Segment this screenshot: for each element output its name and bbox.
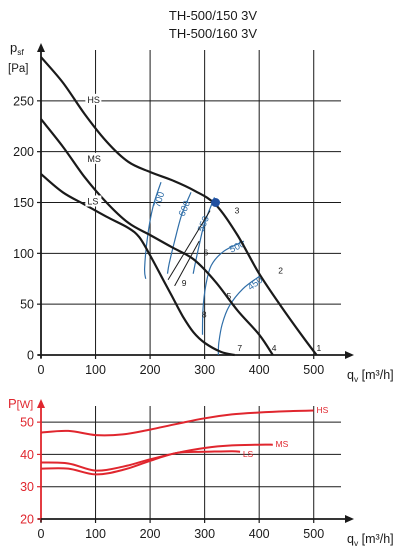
- pressure-x-axis-label-main: q: [347, 368, 354, 382]
- pressure-x-axis-label: qv [m³/h]: [347, 368, 394, 384]
- power-y-axis-label-main: P: [8, 396, 17, 411]
- pressure-curve-LS: [40, 173, 235, 357]
- system-line-2: [174, 240, 200, 287]
- pressure-x-axis-label-unit: [m³/h]: [358, 368, 393, 382]
- power-x-tick-label-500: 500: [303, 527, 324, 541]
- pressure-curve-label-bg-MS: [85, 152, 102, 164]
- operating-point-label-8: 8: [202, 309, 207, 319]
- pressure-curve-HS: [40, 56, 318, 356]
- power-curve-label-LS: LS: [243, 449, 254, 459]
- power-curve-label-MS: MS: [276, 439, 289, 449]
- power-y-axis-unit: [W]: [17, 399, 34, 411]
- power-grid: [41, 406, 341, 519]
- operating-point-label-5: 5: [226, 291, 231, 301]
- pressure-point-labels: 1 2 3 4 5 6 7 8 9: [182, 206, 322, 353]
- power-y-tick-label-50: 50: [20, 416, 34, 430]
- power-x-axis-arrow: [345, 515, 354, 523]
- operating-point-label-6: 6: [204, 247, 209, 257]
- pressure-curve-label-bg-LS: [85, 195, 102, 207]
- pressure-y-axis-label: psf: [10, 40, 24, 57]
- pressure-y-tick-label-200: 200: [13, 145, 34, 159]
- operating-point-label-3: 3: [235, 206, 240, 216]
- power-y-tick-label-30: 30: [20, 480, 34, 494]
- pressure-chart: 0 100 200 300 400 500 0 50 100 150 200 250 qv [m³/h]…: [8, 40, 394, 384]
- iso-line-450: [217, 275, 261, 356]
- power-y-axis-label: P[W]: [8, 396, 33, 411]
- power-curves: HS MS LS: [40, 405, 329, 476]
- pressure-y-axis-label-main: p: [10, 40, 17, 55]
- power-chart: 0 100 200 300 400 500 20 30 40 50 qv [m³/h] P[W] HS M…: [8, 396, 394, 548]
- system-line-1: [167, 210, 211, 281]
- pressure-curves: HS MS LS: [40, 56, 318, 357]
- pressure-y-axis-unit: [Pa]: [8, 63, 28, 75]
- pressure-y-tick-label-0: 0: [27, 349, 34, 363]
- operating-point-label-2: 2: [278, 266, 283, 276]
- operating-point-label-7: 7: [237, 343, 242, 353]
- operating-point-marker: [211, 198, 221, 207]
- pressure-x-tick-label-300: 300: [194, 363, 215, 377]
- pressure-curve-MS: [40, 118, 274, 356]
- pressure-x-axis-label-sub: v: [354, 374, 359, 384]
- power-x-tick-label-100: 100: [85, 527, 106, 541]
- pressure-x-tick-label-0: 0: [38, 363, 45, 377]
- pressure-curve-label-LS: LS: [87, 197, 98, 207]
- power-x-tick-label-200: 200: [140, 527, 161, 541]
- pressure-x-tick-label-200: 200: [140, 363, 161, 377]
- pressure-x-axis-arrow: [345, 351, 354, 359]
- pressure-x-tick-label-500: 500: [303, 363, 324, 377]
- chart-title-line-2: TH-500/160 3V: [169, 26, 257, 41]
- pressure-y-tick-label-100: 100: [13, 247, 34, 261]
- pressure-y-axis-arrow: [37, 43, 45, 52]
- pressure-curve-label-MS: MS: [87, 154, 101, 164]
- pressure-y-tick-label-150: 150: [13, 196, 34, 210]
- power-x-axis-label-main: q: [347, 532, 354, 546]
- power-curve-label-HS: HS: [316, 405, 328, 415]
- power-x-tick-label-0: 0: [38, 527, 45, 541]
- iso-line-500: [201, 240, 245, 335]
- power-y-tick-label-40: 40: [20, 448, 34, 462]
- pressure-curve-label-bg-HS: [85, 93, 102, 105]
- power-curve-LS: [40, 450, 241, 476]
- operating-point-label-1: 1: [316, 343, 321, 353]
- operating-point-label-9: 9: [182, 278, 187, 288]
- iso-line-600: [166, 192, 192, 274]
- chart-title-line-1: TH-500/150 3V: [169, 8, 257, 23]
- iso-line-700: [143, 182, 162, 279]
- power-x-axis-label: qv [m³/h]: [347, 532, 394, 548]
- power-x-axis-label-sub: v: [354, 538, 359, 548]
- power-y-axis-arrow: [37, 399, 45, 408]
- pressure-x-tick-label-100: 100: [85, 363, 106, 377]
- pressure-y-axis-label-sub: sf: [17, 47, 24, 57]
- iso-label-550: 550: [196, 215, 212, 234]
- power-curve-HS: [40, 409, 314, 437]
- operating-point-label-4: 4: [272, 343, 277, 353]
- pressure-y-tick-label-250: 250: [13, 94, 34, 108]
- pressure-grid: [41, 50, 341, 355]
- pressure-curve-label-HS: HS: [87, 95, 100, 105]
- power-x-tick-label-400: 400: [249, 527, 270, 541]
- pressure-x-tick-label-400: 400: [249, 363, 270, 377]
- power-x-axis-label-unit: [m³/h]: [358, 532, 393, 546]
- power-y-tick-label-20: 20: [20, 513, 34, 527]
- pressure-y-tick-label-50: 50: [20, 298, 34, 312]
- pressure-diagonals: [167, 210, 211, 287]
- iso-label-700: 700: [152, 191, 167, 209]
- power-x-tick-label-300: 300: [194, 527, 215, 541]
